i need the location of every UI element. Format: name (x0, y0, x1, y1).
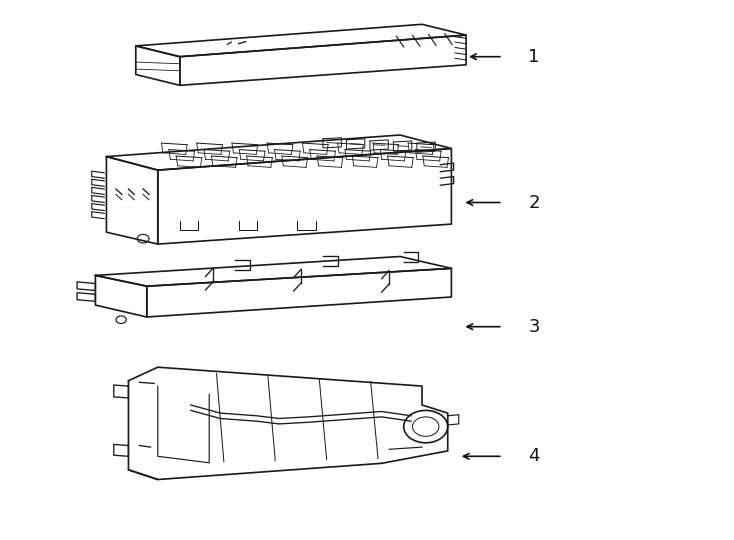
Text: 2: 2 (528, 193, 540, 212)
Text: 4: 4 (528, 447, 540, 465)
Text: 3: 3 (528, 318, 540, 336)
Text: 1: 1 (528, 48, 539, 66)
